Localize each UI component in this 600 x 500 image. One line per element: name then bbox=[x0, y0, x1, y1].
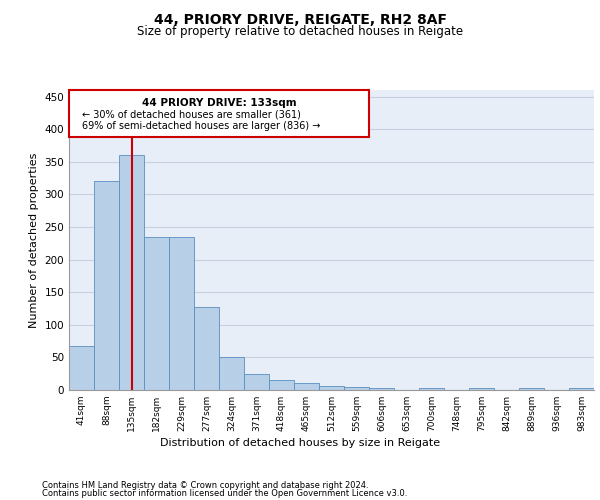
Bar bbox=[344, 388, 369, 390]
Bar bbox=[219, 358, 244, 390]
Bar bbox=[469, 388, 494, 390]
Bar bbox=[244, 374, 269, 390]
Text: Size of property relative to detached houses in Reigate: Size of property relative to detached ho… bbox=[137, 25, 463, 38]
Bar bbox=[119, 155, 144, 390]
Bar bbox=[569, 388, 594, 390]
Bar bbox=[69, 346, 94, 390]
Bar bbox=[519, 388, 544, 390]
Bar bbox=[144, 236, 169, 390]
Text: 44 PRIORY DRIVE: 133sqm: 44 PRIORY DRIVE: 133sqm bbox=[142, 98, 296, 108]
Y-axis label: Number of detached properties: Number of detached properties bbox=[29, 152, 39, 328]
Bar bbox=[419, 388, 444, 390]
Text: Contains HM Land Registry data © Crown copyright and database right 2024.: Contains HM Land Registry data © Crown c… bbox=[42, 481, 368, 490]
FancyBboxPatch shape bbox=[69, 90, 369, 137]
Bar bbox=[319, 386, 344, 390]
Text: ← 30% of detached houses are smaller (361): ← 30% of detached houses are smaller (36… bbox=[82, 110, 301, 120]
Bar bbox=[294, 384, 319, 390]
Text: 69% of semi-detached houses are larger (836) →: 69% of semi-detached houses are larger (… bbox=[82, 122, 320, 132]
Text: Distribution of detached houses by size in Reigate: Distribution of detached houses by size … bbox=[160, 438, 440, 448]
Bar bbox=[269, 380, 294, 390]
Bar bbox=[94, 182, 119, 390]
Bar bbox=[369, 388, 394, 390]
Text: 44, PRIORY DRIVE, REIGATE, RH2 8AF: 44, PRIORY DRIVE, REIGATE, RH2 8AF bbox=[154, 12, 446, 26]
Bar bbox=[194, 307, 219, 390]
Text: Contains public sector information licensed under the Open Government Licence v3: Contains public sector information licen… bbox=[42, 488, 407, 498]
Bar bbox=[169, 236, 194, 390]
